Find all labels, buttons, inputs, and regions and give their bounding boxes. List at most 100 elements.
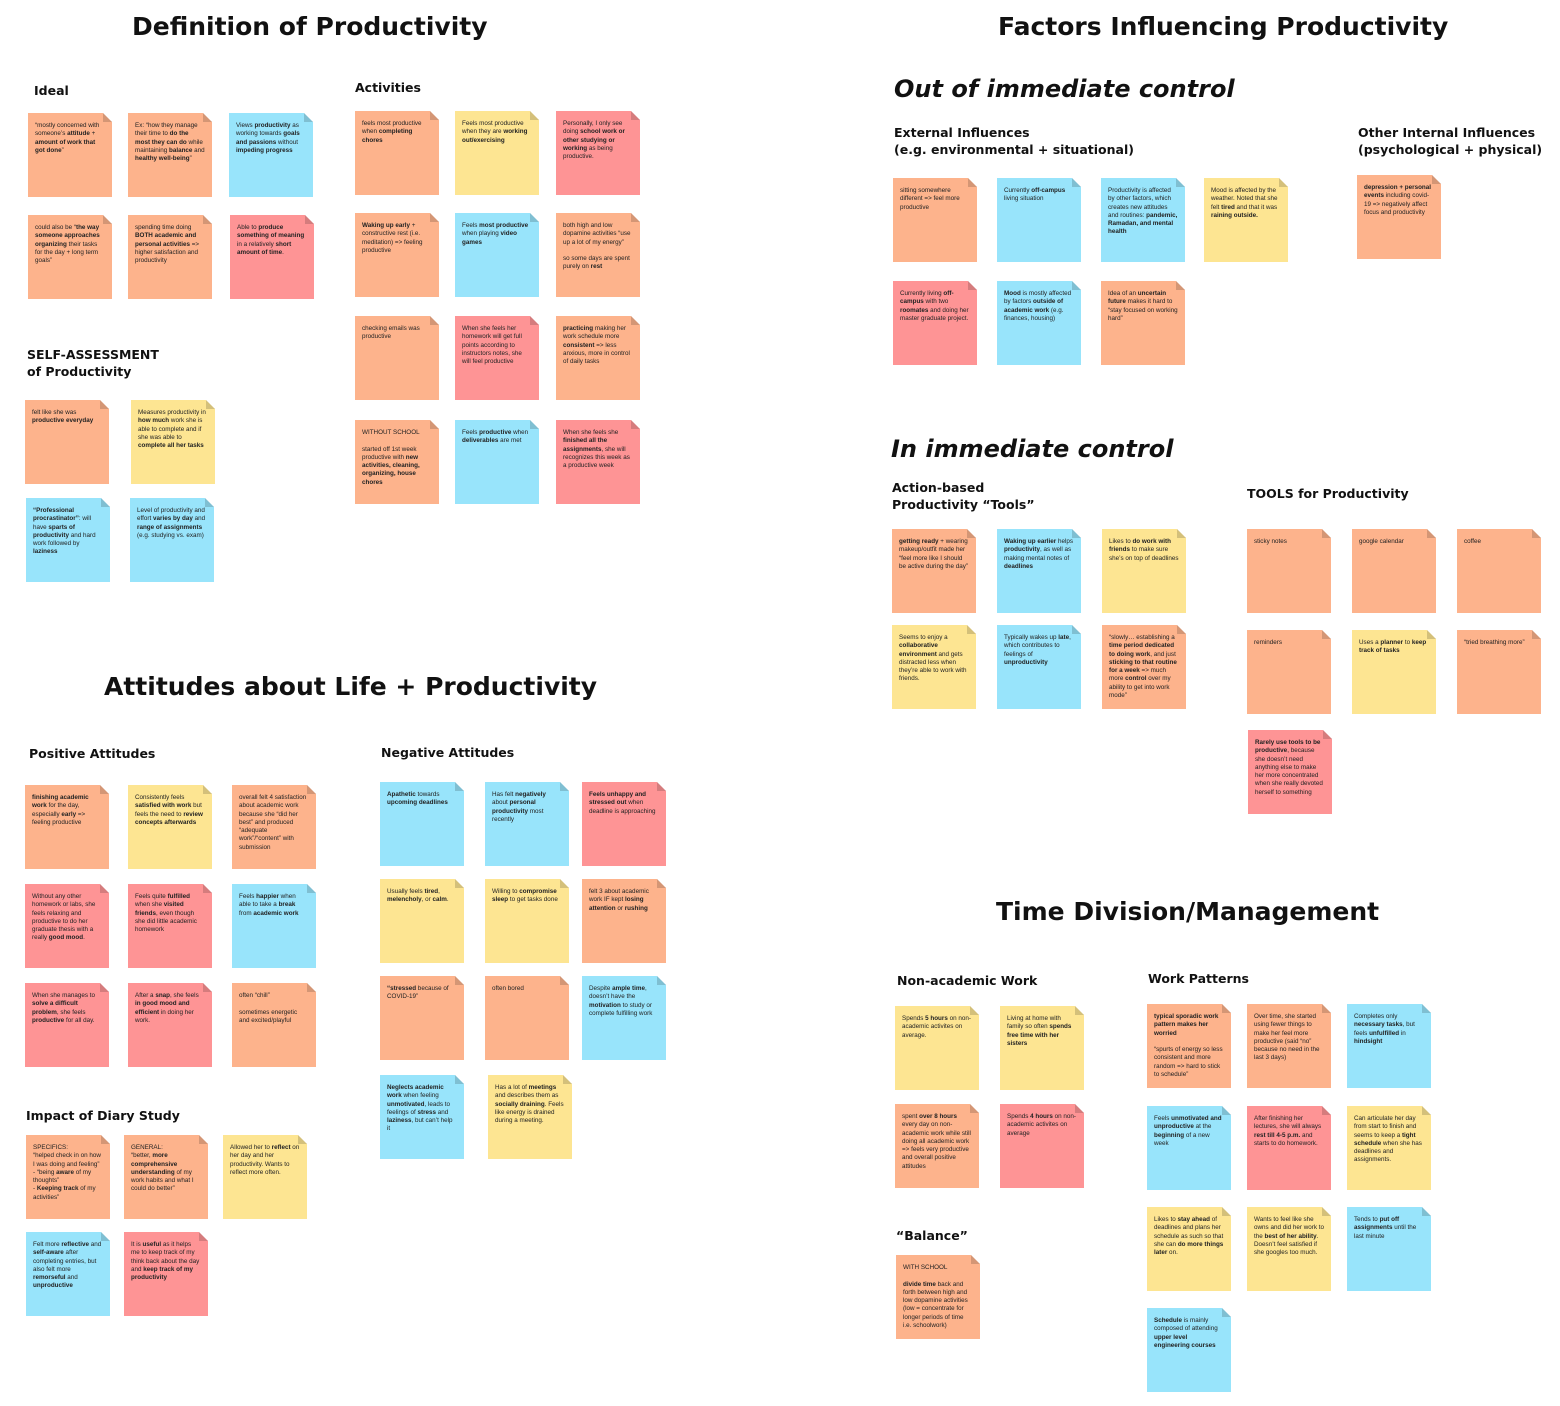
sticky-note[interactable]: Likes to do work with friends to make su… — [1102, 529, 1186, 613]
sticky-note[interactable]: coffee — [1457, 529, 1541, 613]
sticky-note[interactable]: “tried breathing more” — [1457, 630, 1541, 714]
note-text-bold: good mood — [48, 934, 84, 942]
note-text: making her work schedule more — [563, 325, 626, 341]
note-text-bold: Waking up earlier — [1004, 538, 1057, 545]
sticky-note[interactable]: Level of productivity and effort varies … — [130, 498, 214, 582]
sticky-note[interactable]: “slowly… establishing a time period dedi… — [1102, 625, 1186, 709]
sticky-note[interactable]: Without any other homework or labs, she … — [25, 884, 109, 968]
sticky-note[interactable]: Spends 4 hours on non-academic activites… — [1000, 1104, 1084, 1188]
sticky-note[interactable]: Mood is affected by the weather. Noted t… — [1204, 178, 1288, 262]
sticky-note[interactable]: Has felt negatively about personal produ… — [485, 782, 569, 866]
sticky-note[interactable]: often bored — [485, 976, 569, 1060]
sticky-note[interactable]: GENERAL: “better, more comprehensive unde… — [124, 1135, 208, 1219]
sticky-note[interactable]: Personally, I only see doing school work… — [556, 111, 640, 195]
sticky-note[interactable]: Waking up early + constructive rest (i.e… — [355, 213, 439, 297]
sticky-note[interactable]: When she feels she finished all the assi… — [556, 420, 640, 504]
sticky-note[interactable]: Spends 5 hours on non-academic activites… — [895, 1006, 979, 1090]
note-text: . Doesn’t feel satisfied if she googles … — [1254, 1232, 1319, 1257]
sticky-note[interactable]: Felt more reflective and self-aware afte… — [26, 1232, 110, 1316]
sticky-note[interactable]: WITHOUT SCHOOL started off 1st week produ… — [355, 420, 439, 504]
sticky-note[interactable]: getting ready + wearing makeup/outfit ma… — [892, 529, 976, 613]
sticky-note[interactable]: Neglects academic work when feeling unmo… — [380, 1075, 464, 1159]
sticky-note[interactable]: Wants to feel like she owns and did her … — [1247, 1207, 1331, 1291]
sticky-note[interactable]: Allowed her to reflect on her day and he… — [223, 1135, 307, 1219]
sticky-note[interactable]: Completes only necessary tasks, but feel… — [1347, 1004, 1431, 1088]
sticky-note[interactable]: Feels unhappy and stressed out when dead… — [582, 782, 666, 866]
sticky-note[interactable]: Idea of an uncertain future makes it har… — [1101, 281, 1185, 365]
sticky-note[interactable]: felt 3 about academic work IF kept losin… — [582, 879, 666, 963]
sticky-note[interactable]: Willing to compromise sleep to get tasks… — [485, 879, 569, 963]
sticky-note[interactable]: reminders — [1247, 630, 1331, 714]
sticky-note[interactable]: Feels unmotivated and unproductive at th… — [1147, 1106, 1231, 1190]
sticky-note[interactable]: Waking up earlier helps productivity, as… — [997, 529, 1081, 613]
sticky-note[interactable]: felt like she was productive everyday — [25, 400, 109, 484]
sticky-note[interactable]: After finishing her lectures, she will a… — [1247, 1106, 1331, 1190]
sticky-note[interactable]: Currently living off-campus with two roo… — [893, 281, 977, 365]
note-text-bold: sparts of productivity — [33, 523, 75, 539]
sticky-note[interactable]: spent over 8 hours every day on non-acad… — [895, 1104, 979, 1188]
sticky-note[interactable]: After a snap, she feels in good mood and… — [128, 983, 212, 1067]
sticky-note[interactable]: Views productivity as working towards go… — [229, 113, 313, 197]
note-text-bold: academic work — [253, 909, 299, 917]
sticky-note[interactable]: Likes to stay ahead of deadlines and pla… — [1147, 1207, 1231, 1291]
sticky-note[interactable]: Ex: “how they manage their time to do th… — [128, 113, 212, 197]
sticky-note[interactable]: “mostly concerned with someone’s attitud… — [28, 113, 112, 197]
sticky-note[interactable]: checking emails was productive — [355, 316, 439, 400]
sticky-note[interactable]: Schedule is mainly composed of attending… — [1147, 1308, 1231, 1392]
sticky-note[interactable]: sticky notes — [1247, 529, 1331, 613]
note-text-bold: Rarely use tools to be productive — [1255, 739, 1321, 755]
sticky-note[interactable]: Usually feels tired, melencholy, or calm… — [380, 879, 464, 963]
sticky-note[interactable]: spending time doing BOTH academic and pe… — [128, 215, 212, 299]
sticky-note[interactable]: “stressed because of COVID-19” — [380, 976, 464, 1060]
sticky-note[interactable]: could also be “the way someone approache… — [28, 215, 112, 299]
sticky-note[interactable]: When she feels her homework will get ful… — [455, 316, 539, 400]
sticky-note[interactable]: Feels quite fulfilled when she visited f… — [128, 884, 212, 968]
sticky-note[interactable]: depression + personal events including c… — [1357, 175, 1441, 259]
sticky-note[interactable]: finishing academic work for the day, esp… — [25, 785, 109, 869]
sticky-note[interactable]: Consistently feels satisfied with work b… — [128, 785, 212, 869]
sticky-note[interactable]: feels most productive when completing ch… — [355, 111, 439, 195]
note-text: when she — [135, 901, 164, 909]
sticky-note[interactable]: Tends to put off assignments until the l… — [1347, 1207, 1431, 1291]
sticky-note[interactable]: Feels most productive when playing video… — [455, 213, 539, 297]
sticky-note[interactable]: Typically wakes up late, which contribut… — [997, 625, 1081, 709]
sticky-note[interactable]: Can articulate her day from start to fin… — [1347, 1106, 1431, 1190]
sticky-note[interactable]: often “chill” sometimes energetic and exc… — [232, 983, 316, 1067]
note-text: feels most productive when — [362, 120, 422, 136]
sticky-note[interactable]: Seems to enjoy a collaborative environme… — [892, 625, 976, 709]
sticky-note[interactable]: typical sporadic work pattern makes her … — [1147, 1004, 1231, 1088]
note-text: ” — [189, 155, 192, 163]
sticky-note[interactable]: Apathetic towards upcoming deadlines — [380, 782, 464, 866]
sticky-note[interactable]: Despite ample time, doesn’t have the mot… — [582, 976, 666, 1060]
note-text: for the day, especially — [32, 802, 80, 818]
sticky-note[interactable]: Feels productive when deliverables are m… — [455, 420, 539, 504]
sticky-note[interactable]: Mood is mostly affected by factors outsi… — [997, 281, 1081, 365]
note-text: Mood is affected by the weather. Noted t… — [1211, 187, 1278, 211]
sticky-note[interactable]: Currently off-campus living situation — [997, 178, 1081, 262]
sticky-note[interactable]: Living at home with family so often spen… — [1000, 1006, 1084, 1090]
sticky-note[interactable]: Measures productivity in how much work s… — [131, 400, 215, 484]
note-text: on non-academic activites on average. — [902, 1015, 971, 1039]
note-text: Idea of an — [1108, 290, 1138, 297]
sticky-note[interactable]: sitting somewhere different => feel more… — [893, 178, 977, 262]
sticky-note[interactable]: WITH SCHOOL divide time back and forth be… — [896, 1255, 980, 1339]
sticky-note[interactable]: Feels most productive when they are work… — [455, 111, 539, 195]
sticky-note[interactable]: Uses a planner to keep track of tasks — [1352, 630, 1436, 714]
sticky-note[interactable]: both high and low dopamine activities “u… — [556, 213, 640, 297]
note-text: Usually feels — [387, 888, 425, 895]
note-text-bold: over 8 hours — [919, 1113, 957, 1120]
sticky-note[interactable]: Able to produce something of meaning in … — [230, 215, 314, 299]
sticky-note[interactable]: Productivity is affected by other factor… — [1101, 178, 1185, 262]
sticky-note[interactable]: Has a lot of meetings and describes them… — [488, 1075, 572, 1159]
sticky-note[interactable]: “Professional procrastinator”: will have… — [26, 498, 110, 582]
sticky-note[interactable]: google calendar — [1352, 529, 1436, 613]
sticky-note[interactable]: It is useful as it helps me to keep trac… — [124, 1232, 208, 1316]
sticky-note[interactable]: overall felt 4 satisfaction about academ… — [232, 785, 316, 869]
sticky-note[interactable]: Rarely use tools to be productive, becau… — [1248, 730, 1332, 814]
sticky-note[interactable]: When she manages to solve a difficult pr… — [25, 983, 109, 1067]
sticky-note[interactable]: SPECIFICS: “helped check in on how I was … — [26, 1135, 110, 1219]
sticky-note[interactable]: Over time, she started using fewer thing… — [1247, 1004, 1331, 1088]
sticky-note[interactable]: Feels happier when able to take a break … — [232, 884, 316, 968]
sticky-note[interactable]: practicing making her work schedule more… — [556, 316, 640, 400]
note-text-bold: satisfied with work — [135, 802, 192, 810]
